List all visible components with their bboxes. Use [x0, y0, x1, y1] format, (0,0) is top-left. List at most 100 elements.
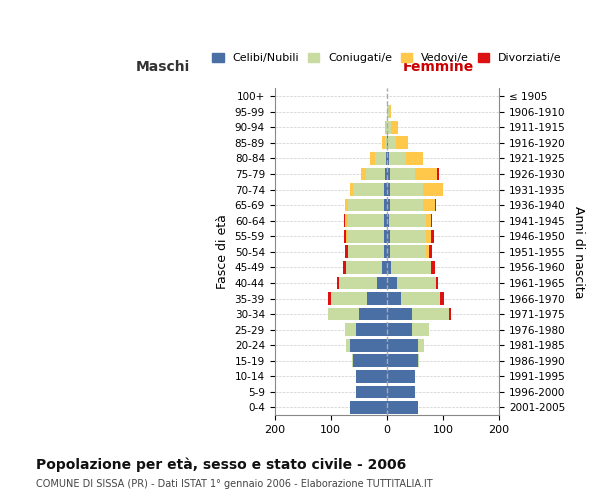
Bar: [387, 276, 397, 289]
Bar: [344, 214, 346, 227]
Bar: [346, 214, 347, 227]
Bar: [426, 230, 431, 242]
Bar: [389, 168, 415, 180]
Bar: [382, 261, 387, 274]
Bar: [356, 370, 387, 382]
Bar: [384, 246, 387, 258]
Bar: [412, 308, 449, 320]
Bar: [370, 152, 374, 165]
Bar: [343, 261, 346, 274]
Bar: [345, 198, 347, 211]
Bar: [367, 292, 387, 305]
Bar: [397, 136, 407, 149]
Text: Popolazione per età, sesso e stato civile - 2006: Popolazione per età, sesso e stato civil…: [36, 458, 406, 472]
Bar: [387, 152, 389, 165]
Text: COMUNE DI SISSA (PR) - Dati ISTAT 1° gennaio 2006 - Elaborazione TUTTITALIA.IT: COMUNE DI SISSA (PR) - Dati ISTAT 1° gen…: [36, 479, 433, 489]
Bar: [437, 168, 439, 180]
Bar: [412, 324, 429, 336]
Bar: [350, 183, 353, 196]
Bar: [391, 121, 398, 134]
Bar: [418, 354, 419, 367]
Bar: [386, 152, 387, 165]
Bar: [387, 339, 418, 351]
Bar: [389, 230, 426, 242]
Text: Maschi: Maschi: [135, 60, 190, 74]
Bar: [328, 308, 359, 320]
Bar: [346, 261, 382, 274]
Bar: [347, 230, 384, 242]
Bar: [350, 339, 387, 351]
Bar: [344, 230, 346, 242]
Bar: [449, 308, 451, 320]
Bar: [397, 276, 436, 289]
Bar: [387, 386, 415, 398]
Bar: [388, 106, 389, 118]
Bar: [387, 401, 418, 414]
Bar: [387, 308, 412, 320]
Bar: [406, 152, 423, 165]
Bar: [389, 198, 424, 211]
Bar: [401, 292, 440, 305]
Y-axis label: Fasce di età: Fasce di età: [216, 214, 229, 289]
Bar: [365, 168, 385, 180]
Bar: [347, 198, 384, 211]
Bar: [331, 292, 367, 305]
Bar: [350, 401, 387, 414]
Bar: [346, 246, 347, 258]
Bar: [389, 106, 391, 118]
Bar: [426, 246, 429, 258]
Bar: [356, 324, 387, 336]
Bar: [440, 292, 443, 305]
Bar: [347, 214, 384, 227]
Bar: [377, 276, 387, 289]
Bar: [387, 246, 389, 258]
Bar: [387, 354, 418, 367]
Bar: [386, 121, 387, 134]
Bar: [352, 354, 353, 367]
Bar: [337, 276, 338, 289]
Bar: [436, 276, 438, 289]
Bar: [384, 183, 387, 196]
Bar: [424, 183, 443, 196]
Bar: [389, 152, 406, 165]
Bar: [389, 214, 425, 227]
Bar: [424, 198, 434, 211]
Bar: [384, 230, 387, 242]
Bar: [387, 370, 415, 382]
Bar: [431, 261, 435, 274]
Bar: [382, 136, 385, 149]
Bar: [431, 214, 433, 227]
Bar: [387, 136, 388, 149]
Bar: [389, 246, 426, 258]
Bar: [374, 152, 386, 165]
Bar: [387, 261, 391, 274]
Bar: [425, 214, 431, 227]
Y-axis label: Anni di nascita: Anni di nascita: [572, 206, 585, 298]
Bar: [389, 183, 424, 196]
Bar: [384, 214, 387, 227]
Bar: [387, 230, 389, 242]
Bar: [429, 246, 433, 258]
Text: Femmine: Femmine: [403, 60, 474, 74]
Bar: [387, 198, 389, 211]
Bar: [418, 339, 424, 351]
Bar: [328, 292, 331, 305]
Bar: [387, 214, 389, 227]
Bar: [387, 324, 412, 336]
Bar: [385, 168, 387, 180]
Bar: [347, 246, 384, 258]
Bar: [359, 308, 387, 320]
Bar: [345, 324, 356, 336]
Bar: [388, 121, 391, 134]
Bar: [431, 230, 434, 242]
Bar: [338, 276, 377, 289]
Bar: [387, 183, 389, 196]
Bar: [384, 198, 387, 211]
Bar: [388, 136, 397, 149]
Bar: [385, 136, 387, 149]
Bar: [346, 339, 350, 351]
Legend: Celibi/Nubili, Coniugati/e, Vedovi/e, Divorziati/e: Celibi/Nubili, Coniugati/e, Vedovi/e, Di…: [208, 48, 566, 68]
Bar: [415, 168, 437, 180]
Bar: [434, 198, 436, 211]
Bar: [387, 292, 401, 305]
